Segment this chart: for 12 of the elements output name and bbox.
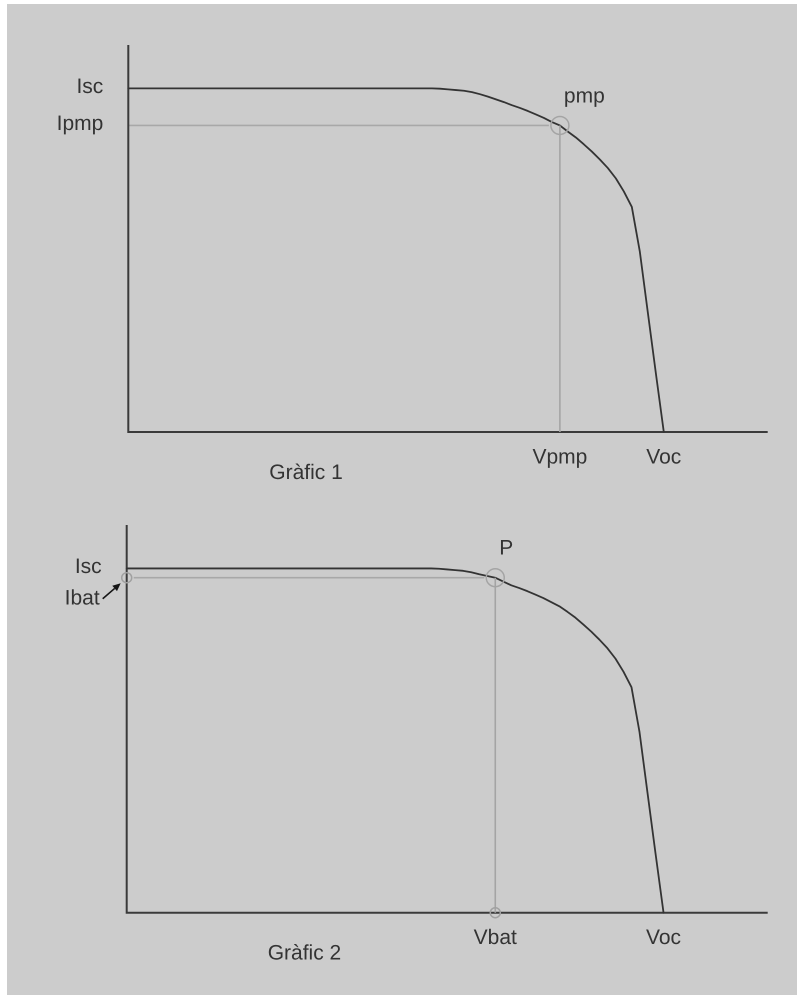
x-tick-label: Voc — [646, 446, 682, 468]
x-tick-label: Vpmp — [532, 446, 588, 468]
text: Isc — [76, 74, 104, 98]
text: Gràfic 1 — [269, 461, 343, 484]
text: Gràfic 2 — [268, 942, 342, 965]
ref-line-label: Ibat — [64, 586, 100, 610]
x-tick-label: Voc — [646, 926, 682, 950]
annotation: P — [499, 536, 514, 560]
ref-line-label: Ipmp — [56, 112, 104, 135]
text: Isc — [74, 554, 102, 578]
x-tick-label: Vbat — [474, 926, 518, 950]
annotation: pmp — [564, 84, 605, 108]
